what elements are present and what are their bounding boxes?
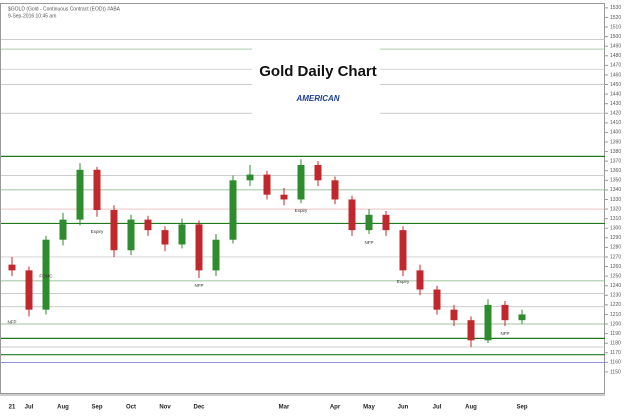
annotation: NFP bbox=[8, 319, 17, 324]
x-tick-label: Jun bbox=[398, 405, 409, 411]
y-tick-label: 1440 bbox=[610, 91, 621, 97]
candle-body bbox=[365, 214, 373, 231]
y-tick-label: 1160 bbox=[610, 360, 621, 366]
y-tick-label: 1460 bbox=[610, 72, 621, 78]
x-tick-label: May bbox=[363, 405, 375, 411]
x-tick-label: Dec bbox=[193, 405, 205, 411]
y-tick-label: 1340 bbox=[610, 187, 621, 193]
y-tick-label: 1300 bbox=[610, 226, 621, 232]
y-tick-label: 1370 bbox=[610, 158, 621, 164]
candle-body bbox=[484, 304, 492, 341]
y-tick-label: 1190 bbox=[610, 331, 621, 337]
y-tick-label: 1390 bbox=[610, 139, 621, 145]
y-tick-label: 1330 bbox=[610, 197, 621, 203]
x-tick-label: Sep bbox=[91, 405, 102, 411]
candle-body bbox=[229, 180, 237, 240]
y-tick-label: 1280 bbox=[610, 245, 621, 251]
candle-body bbox=[280, 194, 288, 200]
x-tick-label: Mar bbox=[279, 405, 290, 411]
candle-body bbox=[399, 230, 407, 271]
candle-body bbox=[416, 270, 424, 290]
y-tick-label: 1150 bbox=[610, 369, 621, 375]
candle-body bbox=[42, 239, 50, 310]
y-tick-label: 1170 bbox=[610, 350, 621, 356]
annotation: FOMC bbox=[39, 273, 53, 278]
candle-body bbox=[195, 224, 203, 271]
candle-body bbox=[450, 309, 458, 321]
candle-body bbox=[331, 180, 339, 200]
x-tick-label: Jul bbox=[25, 405, 34, 411]
y-tick-label: 1250 bbox=[610, 273, 621, 279]
y-tick-label: 1520 bbox=[610, 15, 621, 21]
candle-body bbox=[127, 219, 135, 251]
header: $GOLD (Gold - Continuous Contract (EOD))… bbox=[8, 6, 121, 12]
x-tick-label: Apr bbox=[330, 405, 341, 411]
candle-body bbox=[246, 174, 254, 181]
y-tick-label: 1180 bbox=[610, 341, 621, 347]
annotation: Expiry bbox=[295, 208, 308, 213]
y-tick-label: 1490 bbox=[610, 44, 621, 50]
y-tick-label: 1410 bbox=[610, 120, 621, 126]
y-tick-label: 1500 bbox=[610, 34, 621, 40]
candle-body bbox=[297, 164, 305, 200]
candle-body bbox=[382, 214, 390, 231]
logo: AMERICAN bbox=[295, 94, 339, 103]
x-tick-label: Aug bbox=[57, 405, 69, 411]
candle-body bbox=[144, 219, 152, 231]
y-tick-label: 1480 bbox=[610, 53, 621, 59]
y-tick-label: 1470 bbox=[610, 63, 621, 69]
candle-body bbox=[518, 314, 526, 321]
y-tick-label: 1350 bbox=[610, 178, 621, 184]
y-tick-label: 1290 bbox=[610, 235, 621, 241]
y-tick-label: 1230 bbox=[610, 293, 621, 299]
candle-body bbox=[25, 270, 33, 310]
x-tick-label: Aug bbox=[465, 405, 477, 411]
candle-body bbox=[93, 169, 101, 211]
y-tick-label: 1420 bbox=[610, 111, 621, 117]
x-tick-label: Jul bbox=[433, 405, 442, 411]
x-tick-label: Oct bbox=[126, 405, 136, 411]
y-tick-label: 1220 bbox=[610, 302, 621, 308]
x-tick-label: Sep bbox=[516, 405, 527, 411]
y-tick-label: 1450 bbox=[610, 82, 621, 88]
title-box bbox=[252, 48, 380, 128]
y-tick-label: 1380 bbox=[610, 149, 621, 155]
candle-body bbox=[8, 264, 16, 271]
candle-body bbox=[314, 164, 322, 181]
y-tick-label: 1530 bbox=[610, 5, 621, 11]
annotation: NFP bbox=[501, 331, 510, 336]
candle-body bbox=[178, 224, 186, 245]
y-tick-label: 1360 bbox=[610, 168, 621, 174]
annotation: Expiry bbox=[397, 279, 410, 284]
y-tick-label: 1310 bbox=[610, 216, 621, 222]
x-tick-label: 21 bbox=[9, 405, 16, 411]
y-tick-label: 1400 bbox=[610, 130, 621, 136]
y-tick-label: 1200 bbox=[610, 321, 621, 327]
candle-body bbox=[76, 169, 84, 220]
annotation: NFP bbox=[195, 283, 204, 288]
y-tick-label: 1430 bbox=[610, 101, 621, 107]
candle-body bbox=[501, 304, 509, 321]
candle-body bbox=[263, 174, 271, 195]
y-tick-label: 1510 bbox=[610, 24, 621, 30]
annotation: NFP bbox=[365, 240, 374, 245]
annotation: Expiry bbox=[91, 229, 104, 234]
y-tick-label: 1320 bbox=[610, 206, 621, 212]
y-tick-label: 1210 bbox=[610, 312, 621, 318]
subtitle: 9-Sep-2016 10:45 am bbox=[8, 13, 56, 19]
candle-body bbox=[348, 199, 356, 231]
y-tick-label: 1240 bbox=[610, 283, 621, 289]
y-tick-label: 1270 bbox=[610, 254, 621, 260]
candle-body bbox=[433, 289, 441, 310]
candle-body bbox=[161, 230, 169, 245]
candle-body bbox=[467, 320, 475, 341]
chart-title: Gold Daily Chart bbox=[259, 63, 377, 80]
y-tick-label: 1260 bbox=[610, 264, 621, 270]
candle-body bbox=[59, 219, 67, 240]
candle-body bbox=[110, 210, 118, 251]
x-tick-label: Nov bbox=[159, 405, 171, 411]
candle-body bbox=[212, 239, 220, 271]
